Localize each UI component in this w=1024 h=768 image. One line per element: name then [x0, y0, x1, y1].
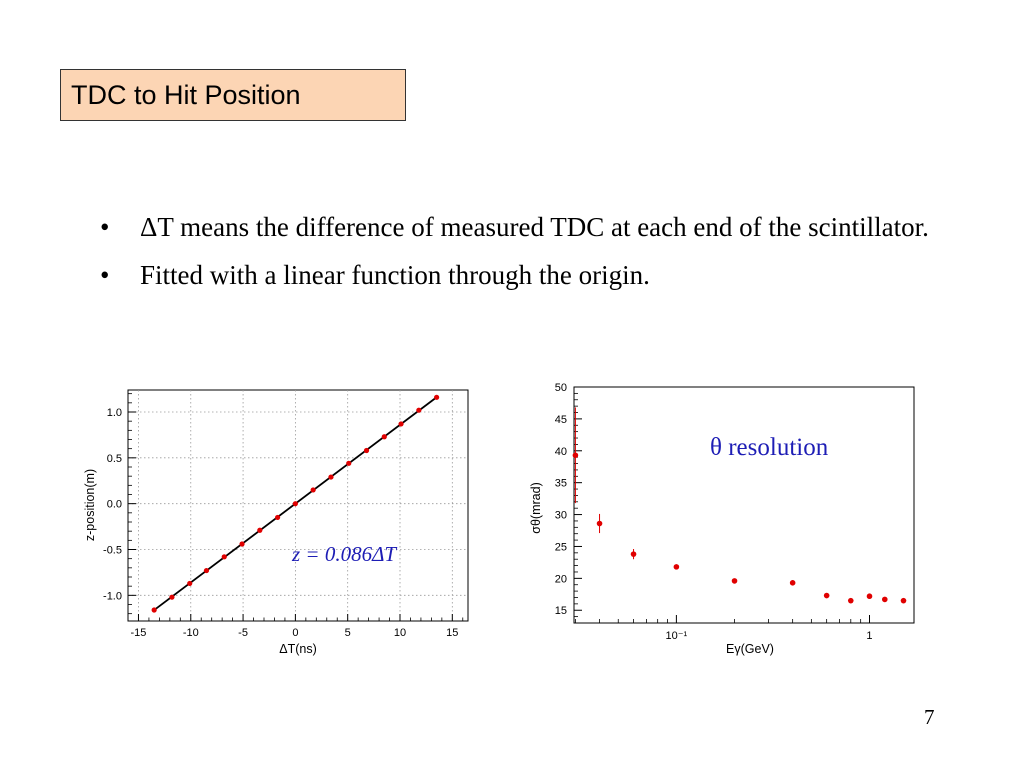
bullet-item: • Fitted with a linear function through …: [100, 254, 980, 296]
y-axis-label: σθ(mrad): [529, 482, 543, 533]
z-position-chart: -15 -10 -5 0 5 10 15 -1.0 -0.5 0.0 0.5 1.0 ΔT(ns) z…: [80, 385, 480, 665]
y-tick-label: 0.0: [107, 499, 122, 511]
chart-background: [80, 385, 480, 665]
x-tick-label: -10: [183, 627, 199, 639]
y-tick-label: 15: [555, 605, 567, 617]
data-point: [203, 567, 210, 574]
plot-frame: [127, 389, 469, 622]
data-point: [346, 460, 352, 466]
slide-title-box: TDC to Hit Position: [60, 69, 406, 121]
plot-frame: [573, 386, 915, 624]
data-point: [310, 487, 316, 493]
bullet-item: • ΔT means the difference of measured TD…: [100, 206, 980, 248]
data-point: [363, 447, 370, 454]
data-point: [847, 597, 854, 604]
y-tick-label: 0.5: [107, 453, 122, 465]
data-point: [434, 394, 440, 400]
data-point: [900, 597, 907, 604]
data-point: [187, 580, 193, 587]
data-point: [151, 607, 157, 613]
data-point: [292, 501, 298, 507]
y-tick-label: -0.5: [103, 545, 122, 557]
data-point: [866, 593, 873, 600]
bullet-dot-icon: •: [100, 212, 110, 242]
data-point: [789, 580, 796, 586]
data-point: [630, 551, 637, 557]
chart-annotation: θ resolution: [710, 434, 829, 461]
bullet-text: ΔT means the difference of measured TDC …: [140, 212, 929, 242]
data-point: [572, 452, 579, 459]
x-tick-label: 15: [446, 627, 458, 639]
axis-ticks: [128, 393, 464, 621]
y-axis-label: z-position(m): [83, 469, 97, 541]
chart-background: [518, 380, 928, 665]
data-point: [275, 514, 281, 521]
data-point: [169, 594, 175, 600]
data-point: [673, 564, 680, 570]
data-point: [257, 527, 263, 533]
y-tick-label: 30: [555, 510, 567, 522]
y-tick-label: 20: [555, 573, 567, 585]
slide-title: TDC to Hit Position: [71, 80, 301, 110]
data-point: [381, 434, 387, 440]
x-tick-label: -15: [131, 627, 147, 639]
theta-resolution-chart: 15 20 25 30 35 40 45 50 10⁻¹ 1 Eγ(GeV) σθ(mrad) θ…: [518, 380, 928, 665]
data-point: [239, 541, 245, 547]
y-tick-label: -1.0: [103, 590, 122, 602]
y-tick-label: 45: [555, 414, 567, 426]
y-tick-label: 40: [555, 446, 567, 458]
y-tick-label: 1.0: [107, 407, 122, 419]
x-tick-label: -5: [238, 627, 248, 639]
bullet-dot-icon: •: [100, 260, 110, 290]
fit-equation-label: z = 0.086ΔT: [291, 542, 397, 566]
x-tick-label: 0: [292, 627, 298, 639]
x-tick-label: 1: [866, 630, 872, 642]
page-number: 7: [924, 705, 935, 729]
x-tick-label: 5: [345, 627, 351, 639]
data-point: [731, 578, 738, 584]
bullet-text: Fitted with a linear function through th…: [140, 260, 650, 290]
bullet-list: • ΔT means the difference of measured TD…: [100, 206, 980, 302]
y-tick-label: 50: [555, 382, 567, 394]
x-axis-label: ΔT(ns): [279, 642, 317, 656]
data-point: [398, 421, 404, 427]
data-point: [823, 592, 830, 599]
data-point: [328, 474, 334, 480]
x-axis-label: Eγ(GeV): [726, 642, 774, 656]
data-point: [416, 407, 422, 413]
x-tick-label: 10⁻¹: [666, 630, 688, 642]
data-point: [881, 596, 888, 603]
y-tick-label: 35: [555, 478, 567, 490]
axis-ticks: [574, 386, 870, 623]
x-tick-label: 10: [394, 627, 406, 639]
y-tick-label: 25: [555, 541, 567, 553]
data-point: [221, 554, 227, 560]
data-point: [596, 520, 603, 527]
